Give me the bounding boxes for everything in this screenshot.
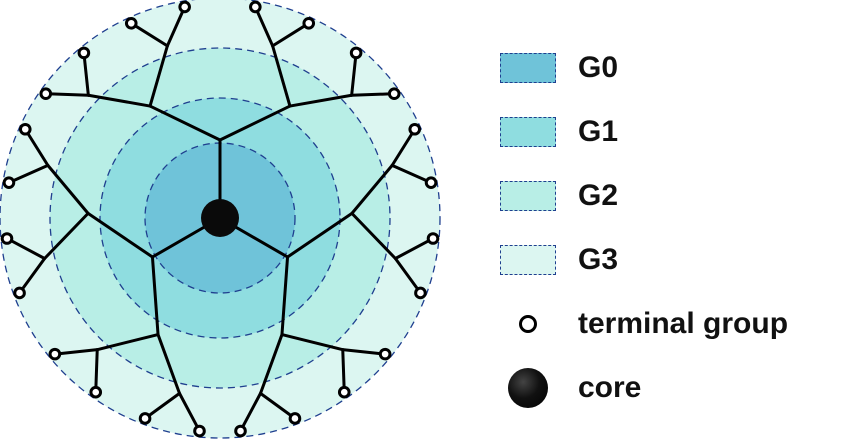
terminal-group xyxy=(13,286,26,300)
branch-g2 xyxy=(280,333,345,352)
terminal-group xyxy=(193,424,206,438)
terminal-group xyxy=(18,122,32,136)
legend-item-g2: G2 xyxy=(500,164,845,228)
branch-g1 xyxy=(286,211,354,259)
core-icon xyxy=(508,368,548,408)
terminal-group xyxy=(178,0,191,14)
legend-label-terminal: terminal group xyxy=(578,307,789,340)
legend-label-g2: G2 xyxy=(578,179,619,212)
legend-swatch-g3 xyxy=(500,245,556,275)
legend-label-g0: G0 xyxy=(578,51,619,84)
branch-g1 xyxy=(280,255,290,337)
branch-g3 xyxy=(26,131,50,167)
branch-g3 xyxy=(165,10,185,48)
legend-swatch-g1 xyxy=(500,117,556,147)
branch-g3 xyxy=(133,24,169,48)
terminal-group xyxy=(2,176,16,189)
terminal-group xyxy=(0,232,14,245)
branch-g2 xyxy=(288,93,354,108)
terminal-group xyxy=(426,232,440,245)
terminal-group xyxy=(424,176,438,189)
terminal-group xyxy=(408,122,422,136)
core-circle xyxy=(201,199,239,237)
terminal-group xyxy=(124,16,138,30)
branch-lines xyxy=(9,10,431,429)
branch-g3 xyxy=(241,391,262,429)
branch-g2 xyxy=(350,211,397,260)
branch-g3 xyxy=(393,256,420,291)
legend-item-g1: G1 xyxy=(500,100,845,164)
branch-g3 xyxy=(350,56,358,97)
branch-g3 xyxy=(271,24,307,48)
branch-g3 xyxy=(393,239,431,260)
legend: G0 G1 G2 G3 terminal group core xyxy=(500,36,845,420)
branch-g2 xyxy=(148,44,169,108)
terminal-group xyxy=(337,385,351,399)
branch-g3 xyxy=(341,348,346,389)
branch-g1 xyxy=(150,255,160,337)
branch-g2 xyxy=(46,163,90,215)
terminal-group xyxy=(302,16,316,30)
branch-g2 xyxy=(43,211,90,260)
terminal-group xyxy=(138,412,152,425)
branch-g2 xyxy=(271,44,292,108)
terminal-group xyxy=(234,424,247,438)
legend-label-core: core xyxy=(578,371,642,404)
legend-item-g0: G0 xyxy=(500,36,845,100)
terminal-group xyxy=(378,347,392,361)
legend-label-g1: G1 xyxy=(578,115,619,148)
branch-g3 xyxy=(147,391,182,418)
branch-g3 xyxy=(341,348,382,356)
legend-item-terminal: terminal group xyxy=(500,292,845,356)
branch-g2 xyxy=(86,93,152,108)
branch-g2 xyxy=(258,333,284,395)
branch-g3 xyxy=(350,92,391,97)
terminal-groups xyxy=(0,0,440,438)
legend-terminal-symbol-wrap xyxy=(500,315,556,333)
terminal-group xyxy=(39,87,53,101)
branch-g3 xyxy=(12,163,50,183)
terminal-group xyxy=(77,46,91,60)
branch-g3 xyxy=(58,348,99,356)
terminal-group xyxy=(288,412,302,425)
branch-g3 xyxy=(20,256,47,291)
terminal-group xyxy=(349,46,363,60)
branch-g3 xyxy=(49,92,90,97)
branch-g3 xyxy=(94,348,99,389)
branch-g1 xyxy=(148,104,222,142)
branch-g3 xyxy=(178,391,199,429)
legend-item-core: core xyxy=(500,356,845,420)
branch-g1 xyxy=(218,104,292,142)
terminal-group xyxy=(387,87,401,101)
legend-item-g3: G3 xyxy=(500,228,845,292)
terminal-group xyxy=(414,286,427,300)
legend-swatch-g0 xyxy=(500,53,556,83)
legend-swatch-g2 xyxy=(500,181,556,211)
terminal-group xyxy=(249,0,262,14)
legend-label-g3: G3 xyxy=(578,243,619,276)
branch-g2 xyxy=(156,333,182,395)
branch-g3 xyxy=(82,56,90,97)
branch-g2 xyxy=(350,163,394,215)
branch-g3 xyxy=(390,131,414,167)
legend-core-symbol-wrap xyxy=(500,368,556,408)
branch-g3 xyxy=(255,10,275,48)
terminal-group xyxy=(48,347,62,361)
dendrimer-diagram xyxy=(0,0,441,439)
terminal-group-icon xyxy=(519,315,537,333)
terminal-group xyxy=(89,385,103,399)
branch-g3 xyxy=(9,239,47,260)
branch-g3 xyxy=(258,391,293,418)
branch-g2 xyxy=(95,333,160,352)
branch-g1 xyxy=(86,211,154,259)
branch-g3 xyxy=(390,163,428,183)
